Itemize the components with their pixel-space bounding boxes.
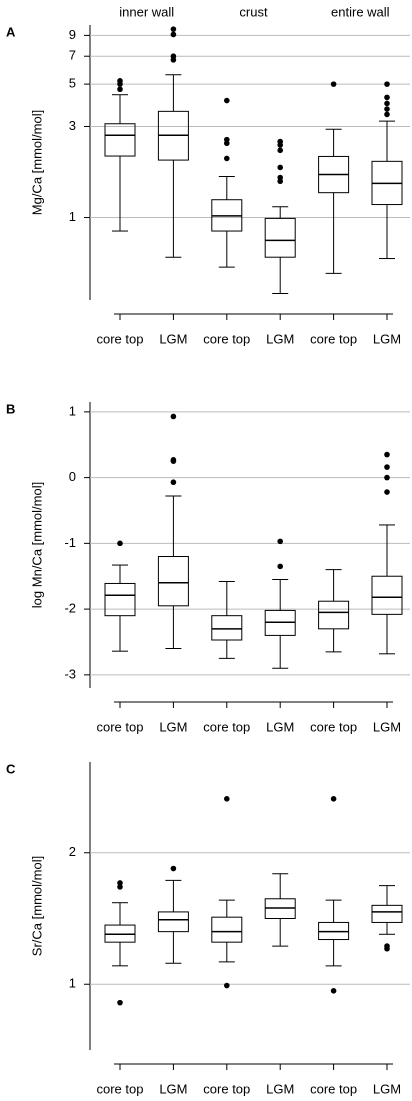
outlier [384,464,390,470]
y-tick-label: 0 [69,469,76,484]
x-tick-label: LGM [266,331,294,346]
y-tick-label: -2 [64,601,76,616]
x-tick-label: core top [310,331,357,346]
x-tick-label: core top [203,719,250,734]
box [157,556,189,607]
outlier [117,884,123,890]
box [104,123,136,157]
box [371,575,403,615]
outlier [384,111,390,118]
outlier [277,164,284,171]
y-tick-label: 1 [69,209,76,224]
y-tick-label: -3 [64,666,76,681]
x-tick-label: core top [203,1081,250,1096]
outlier [384,100,390,107]
x-tick-label: LGM [373,719,401,734]
outlier [170,26,177,32]
box [211,916,243,943]
group-label: entire wall [331,4,390,19]
y-tick-label: 3 [69,118,76,133]
outlier [117,999,123,1006]
y-axis-label: log Mn/Ca [mmol/mol] [29,482,44,608]
y-tick-label: 7 [69,48,76,63]
x-tick-label: core top [310,719,357,734]
outlier [277,147,284,154]
outlier [224,155,230,162]
outlier [170,479,177,486]
outlier [170,413,177,420]
outlier [224,136,230,143]
outlier [170,31,177,38]
x-tick-label: LGM [159,719,187,734]
x-tick-label: core top [97,719,144,734]
group-label: inner wall [119,4,174,19]
outlier [170,53,177,60]
x-tick-label: LGM [373,1081,401,1096]
x-tick-label: LGM [159,331,187,346]
panel-label: C [6,761,16,776]
y-tick-label: 9 [69,27,76,42]
x-tick-label: core top [97,331,144,346]
outlier [277,538,284,545]
y-tick-label: 1 [69,976,76,991]
x-tick-label: core top [310,1081,357,1096]
outlier [224,796,230,802]
outlier [117,880,123,886]
outlier [117,86,123,93]
x-tick-label: LGM [266,719,294,734]
box [318,600,350,630]
outlier [277,138,284,145]
group-label: crust [239,4,268,19]
outlier [117,78,123,84]
outlier [224,982,230,989]
outlier [277,563,284,570]
box [104,582,136,617]
outlier [117,540,123,547]
x-tick-label: LGM [266,1081,294,1096]
outlier [384,451,390,458]
outlier [224,97,230,104]
y-axis-label: Mg/Ca [mmol/mol] [29,110,44,215]
outlier [384,106,390,112]
y-tick-label: -1 [64,535,76,550]
x-tick-label: LGM [159,1081,187,1096]
outlier [277,174,284,181]
outlier [170,865,177,872]
outlier [384,94,390,101]
outlier [170,457,177,463]
outlier [384,943,390,949]
outlier [384,81,390,87]
y-tick-label: 1 [69,403,76,418]
box [157,911,189,933]
outlier [384,489,390,495]
outlier [330,81,337,87]
panel-label: B [6,401,15,416]
box [264,217,296,258]
y-tick-label: 5 [69,76,76,91]
x-tick-label: LGM [373,331,401,346]
outlier [330,796,337,802]
box [371,904,403,923]
box [211,615,243,641]
x-tick-label: core top [203,331,250,346]
x-tick-label: core top [97,1081,144,1096]
panel-label: A [6,24,16,39]
outlier [330,988,337,994]
y-tick-label: 2 [69,844,76,859]
y-axis-label: Sr/Ca [mmol/mol] [29,856,44,956]
outlier [384,474,390,481]
